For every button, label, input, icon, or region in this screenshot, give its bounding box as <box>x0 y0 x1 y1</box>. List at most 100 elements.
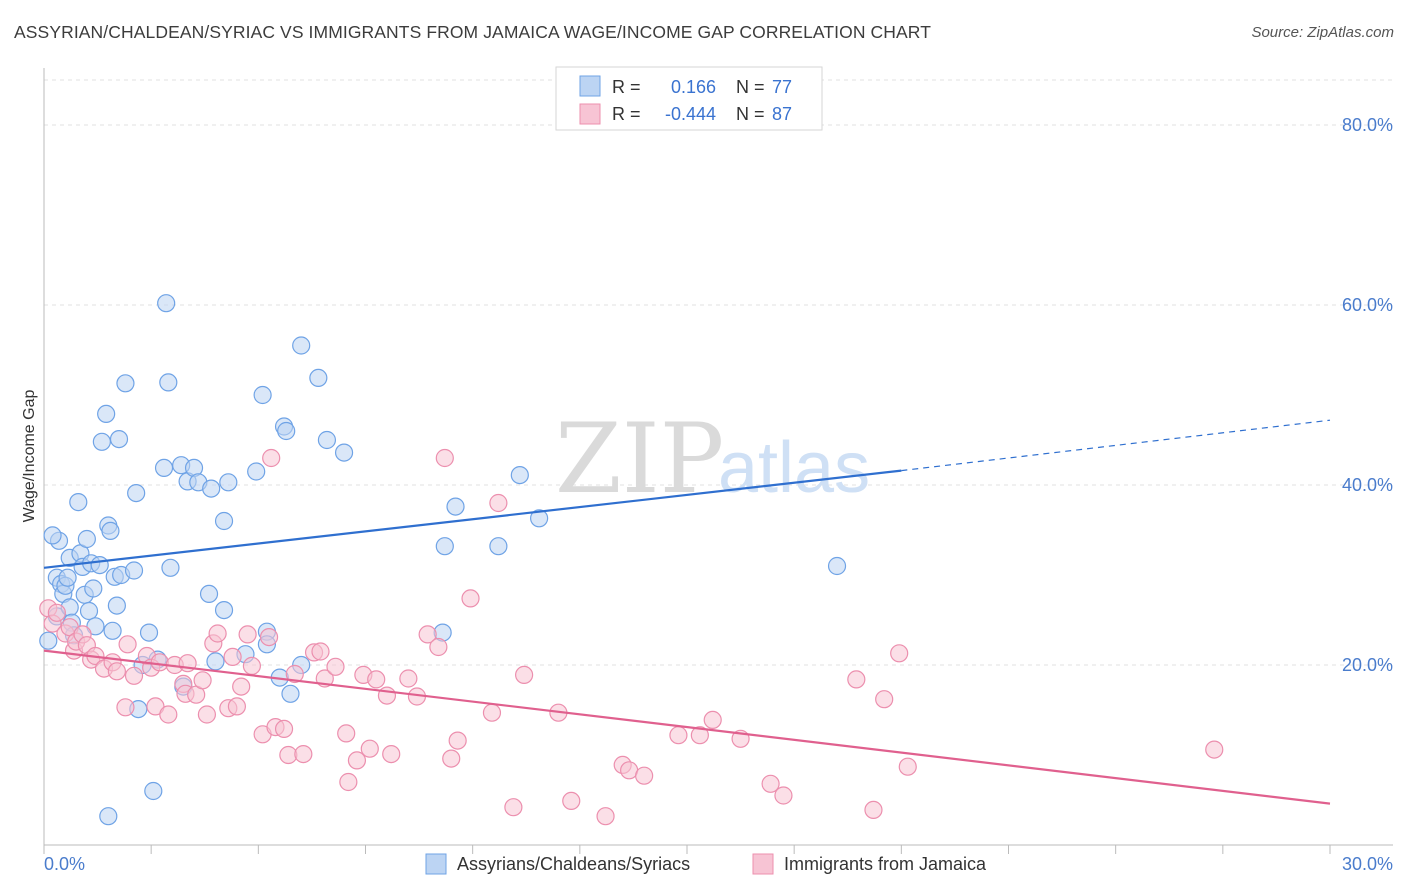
point-jamaica <box>515 665 534 685</box>
point-assyrians <box>202 479 221 498</box>
point-jamaica <box>227 697 246 716</box>
point-assyrians <box>107 596 126 615</box>
point-jamaica <box>146 697 165 716</box>
point-jamaica <box>150 653 169 672</box>
point-jamaica <box>193 671 212 690</box>
y-axis-label: Wage/Income Gap <box>21 390 38 523</box>
watermark-atlas: atlas <box>718 428 870 508</box>
grid-lines <box>44 79 1393 666</box>
legend-n-label-2: N = <box>736 104 765 124</box>
point-assyrians <box>317 430 337 450</box>
point-assyrians <box>58 568 77 587</box>
point-jamaica <box>107 662 126 681</box>
legend-r-value-1: 0.166 <box>671 77 716 97</box>
legend-swatch-blue <box>579 75 601 97</box>
point-jamaica <box>339 772 358 792</box>
point-jamaica <box>461 589 480 608</box>
point-jamaica <box>47 603 66 622</box>
point-jamaica <box>399 669 418 688</box>
point-jamaica <box>285 664 304 684</box>
point-assyrians <box>124 561 144 580</box>
point-jamaica <box>382 744 401 764</box>
point-assyrians <box>99 807 118 826</box>
point-assyrians <box>214 511 234 531</box>
point-jamaica <box>242 656 262 676</box>
point-assyrians <box>79 601 99 621</box>
legend-r-value-2: -0.444 <box>665 104 716 124</box>
bottom-legend-label-assyrians: Assyrians/Chaldeans/Syriacs <box>457 854 690 874</box>
watermark: ZIP atlas <box>555 403 870 515</box>
y-tick-label: 40.0% <box>1342 475 1393 495</box>
bottom-legend-swatch-jamaica <box>752 853 774 875</box>
point-assyrians <box>157 294 176 313</box>
point-assyrians <box>161 558 180 577</box>
point-assyrians <box>206 652 225 671</box>
point-jamaica <box>761 774 780 793</box>
point-jamaica <box>262 448 281 468</box>
y-tick-label: 20.0% <box>1342 655 1393 675</box>
point-assyrians <box>247 462 266 481</box>
point-jamaica <box>435 448 454 468</box>
point-assyrians <box>309 368 328 387</box>
point-jamaica <box>1205 740 1224 759</box>
legend-r-label-2: R = <box>612 104 641 124</box>
point-jamaica <box>311 642 330 661</box>
point-jamaica <box>847 670 866 689</box>
trend-lines <box>43 419 1331 805</box>
point-assyrians <box>127 484 146 503</box>
bottom-legend-label-jamaica: Immigrants from Jamaica <box>784 854 987 874</box>
x-tick-label-max: 30.0% <box>1342 854 1393 874</box>
point-jamaica <box>208 624 227 643</box>
point-jamaica <box>482 703 502 722</box>
point-assyrians <box>281 684 300 703</box>
point-jamaica <box>429 637 448 657</box>
point-jamaica <box>118 635 137 654</box>
point-jamaica <box>259 627 279 647</box>
point-assyrians <box>84 579 103 598</box>
point-jamaica <box>448 731 467 750</box>
point-jamaica <box>337 724 356 743</box>
point-assyrians <box>253 385 272 405</box>
point-assyrians <box>43 526 62 545</box>
point-assyrians <box>446 497 465 516</box>
point-assyrians <box>109 430 129 449</box>
point-assyrians <box>214 600 234 620</box>
point-jamaica <box>238 625 257 644</box>
point-jamaica <box>890 644 909 663</box>
legend-n-label-1: N = <box>736 77 765 97</box>
point-jamaica <box>504 798 523 817</box>
point-assyrians <box>90 555 109 575</box>
point-jamaica <box>124 666 144 685</box>
point-assyrians <box>86 617 105 636</box>
point-jamaica <box>635 766 654 785</box>
point-assyrians <box>277 421 296 441</box>
point-jamaica <box>690 726 709 745</box>
bottom-legend-swatch-assyrians <box>425 853 447 875</box>
point-jamaica <box>367 670 386 689</box>
point-jamaica <box>418 625 437 644</box>
series-assyrians-points <box>39 294 847 826</box>
point-jamaica <box>562 791 581 811</box>
point-jamaica <box>159 705 178 724</box>
point-jamaica <box>197 705 216 724</box>
point-assyrians <box>435 537 454 556</box>
point-assyrians <box>39 631 58 650</box>
legend-swatch-pink <box>579 103 601 125</box>
point-jamaica <box>864 800 883 820</box>
watermark-zip: ZIP <box>555 403 724 515</box>
point-assyrians <box>139 623 159 642</box>
point-jamaica <box>274 719 294 739</box>
point-jamaica <box>669 726 688 745</box>
point-assyrians <box>827 556 847 576</box>
series-jamaica-points <box>39 448 1224 826</box>
point-assyrians <box>69 493 88 512</box>
correlation-legend: R = 0.166 N = 77 R = -0.444 N = 87 <box>555 66 823 131</box>
point-assyrians <box>144 781 163 801</box>
point-jamaica <box>116 698 135 717</box>
point-jamaica <box>489 493 508 513</box>
chart-title: ASSYRIAN/CHALDEAN/SYRIAC VS IMMIGRANTS F… <box>14 22 932 42</box>
y-tick-labels: 20.0% 40.0% 60.0% 80.0% <box>1342 115 1393 675</box>
point-assyrians <box>116 374 135 393</box>
trend-line-assyrians-extension <box>901 419 1331 472</box>
